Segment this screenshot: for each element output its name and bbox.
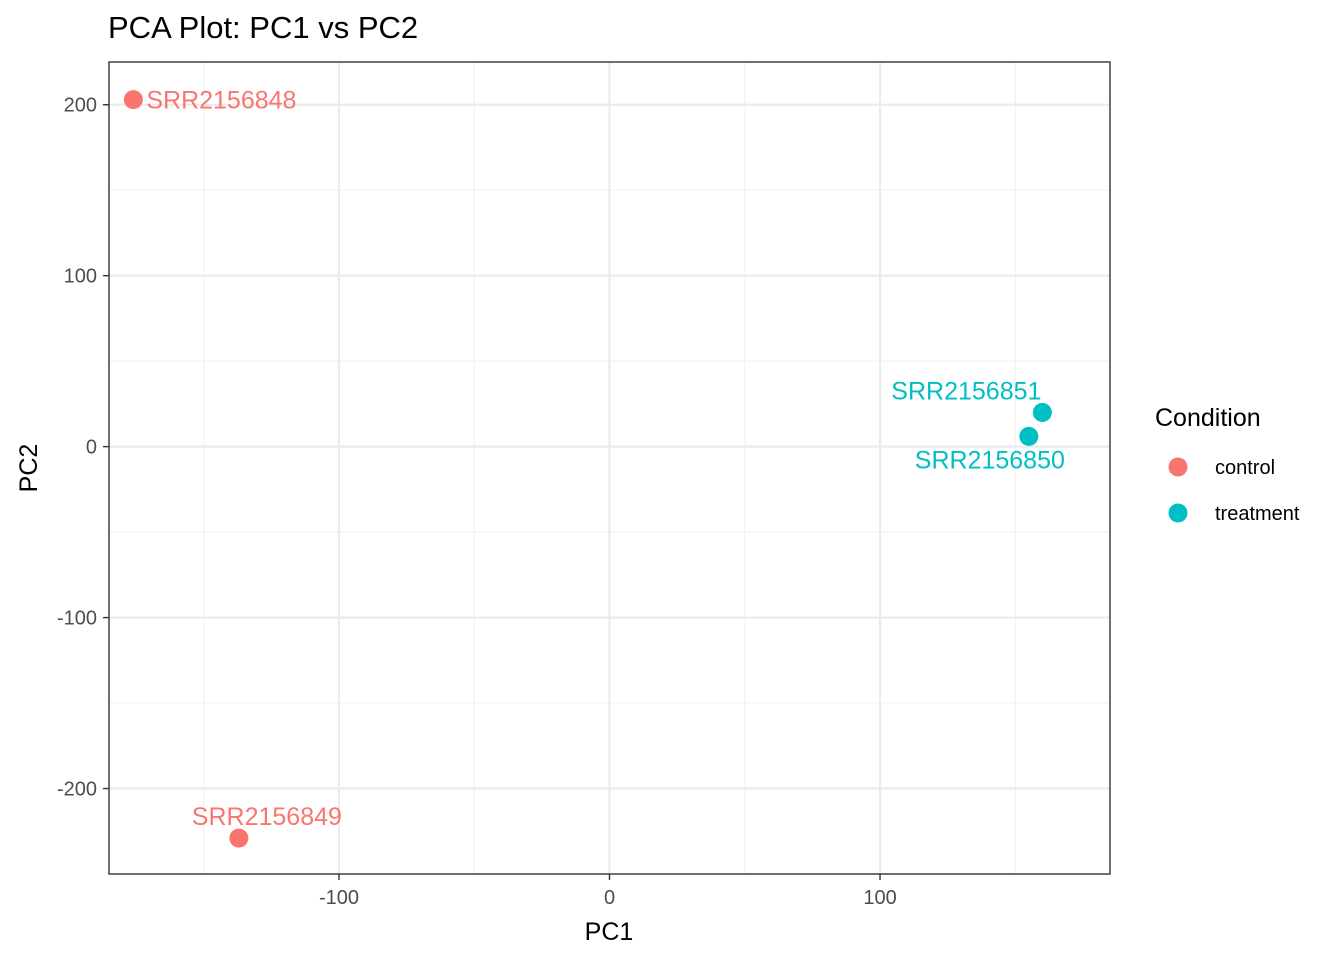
major-gridlines <box>109 62 1110 874</box>
data-points <box>123 90 1052 848</box>
x-tick-label: 100 <box>863 887 896 909</box>
data-point-label: SRR2156849 <box>192 803 342 831</box>
x-tick-label: -100 <box>319 887 359 909</box>
legend: Condition control treatment <box>1155 404 1300 525</box>
data-point-labels: SRR2156848 SRR2156849 SRR2156850 SRR2156851 <box>146 87 1065 831</box>
y-axis-title: PC2 <box>15 444 43 493</box>
legend-title: Condition <box>1155 404 1261 432</box>
data-point <box>229 828 249 848</box>
data-point <box>1032 402 1052 422</box>
legend-key-control <box>1168 457 1188 477</box>
data-point <box>123 90 143 110</box>
x-axis-ticks: -100 0 100 <box>319 874 897 909</box>
data-point-label: SRR2156850 <box>915 446 1065 474</box>
data-point-label: SRR2156851 <box>891 377 1041 405</box>
legend-key-treatment <box>1168 503 1188 523</box>
x-tick-label: 0 <box>604 887 615 909</box>
y-tick-label: 0 <box>86 437 97 459</box>
y-tick-label: -100 <box>57 608 97 630</box>
y-tick-label: 100 <box>64 266 97 288</box>
legend-entries: control treatment <box>1168 457 1300 525</box>
chart-title: PCA Plot: PC1 vs PC2 <box>108 10 418 45</box>
y-tick-label: 200 <box>64 95 97 117</box>
data-point <box>1019 426 1039 446</box>
data-point-label: SRR2156848 <box>146 87 296 115</box>
legend-label-control: control <box>1215 457 1275 479</box>
y-tick-label: -200 <box>57 779 97 801</box>
y-axis-ticks: -200 -100 0 100 200 <box>57 95 109 801</box>
legend-label-treatment: treatment <box>1215 503 1300 525</box>
x-axis-title: PC1 <box>585 918 634 946</box>
